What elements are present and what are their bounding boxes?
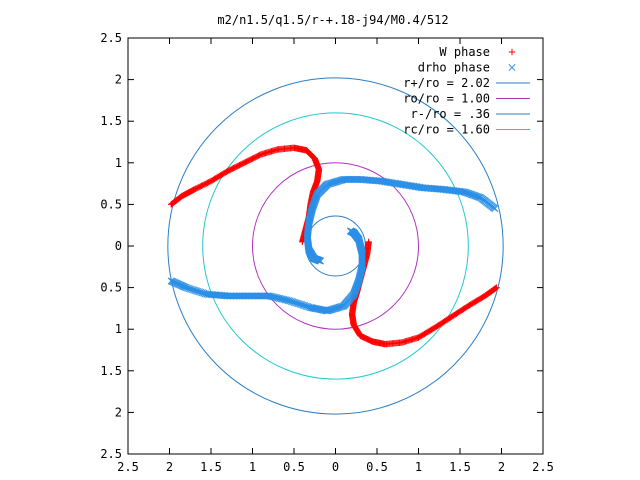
x-tick-label: 2 — [498, 460, 505, 474]
legend-label-4: r-/ro = .36 — [411, 107, 490, 121]
legend-label-5: rc/ro = 1.60 — [403, 123, 490, 137]
y-tick-label: 1.5 — [100, 364, 122, 378]
legend-label-3: ro/ro = 1.00 — [403, 92, 490, 106]
series-0-arm-1-point — [365, 238, 372, 246]
legend-label-1: drho phase — [418, 61, 490, 75]
axis-ticks: 2.5 2 1.5 1 0.5 0 0.5 1 1.5 2 2.52.521.510.500.511… — [100, 31, 554, 474]
chart-title: m2/n1.5/q1.5/r-+.18-j94/M0.4/512 — [217, 13, 448, 27]
y-tick-label: 2.5 — [100, 31, 122, 45]
x-tick-label: 0 — [332, 460, 339, 474]
series-1-arm-0-point — [317, 257, 325, 265]
legend-marker-1 — [508, 63, 516, 72]
x-tick-label: 1.5 — [200, 460, 222, 474]
legend-label-2: r+/ro = 2.02 — [403, 76, 490, 90]
x-tick-label: 1.5 — [449, 460, 471, 474]
y-tick-label: 0 — [115, 239, 122, 253]
x-tick-label: 2.5 — [117, 460, 139, 474]
y-tick-label: 0.5 — [100, 197, 122, 211]
series-1-arm-1-point — [346, 227, 354, 235]
y-tick-label: 2 — [115, 73, 122, 87]
x-tick-label: 0.5 — [283, 460, 305, 474]
circle-2 — [167, 77, 504, 415]
x-tick-label: 2 — [166, 460, 173, 474]
y-tick-label: 1.5 — [100, 114, 122, 128]
y-tick-label: 2 — [115, 405, 122, 419]
x-tick-label: 1 — [249, 460, 256, 474]
y-tick-label: 1 — [115, 322, 122, 336]
phase-points — [167, 144, 500, 348]
y-tick-label: 2.5 — [100, 447, 122, 461]
legend-label-0: W phase — [439, 45, 490, 59]
x-tick-label: 0.5 — [366, 460, 388, 474]
x-tick-label: 1 — [415, 460, 422, 474]
legend-marker-0 — [508, 48, 516, 56]
reference-circles — [167, 77, 504, 415]
y-tick-label: 1 — [115, 156, 122, 170]
x-tick-label: 2.5 — [532, 460, 554, 474]
y-tick-label: 0.5 — [100, 281, 122, 295]
circle-5 — [202, 112, 469, 380]
circle-3 — [252, 162, 419, 330]
